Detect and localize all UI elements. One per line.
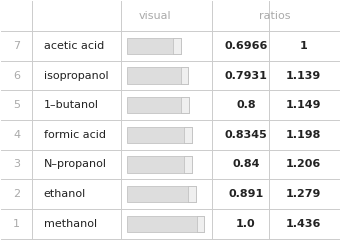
Text: 0.84: 0.84 (232, 159, 260, 169)
Text: visual: visual (138, 11, 171, 21)
FancyBboxPatch shape (184, 127, 192, 143)
FancyBboxPatch shape (181, 67, 188, 84)
FancyBboxPatch shape (127, 186, 196, 202)
Text: 0.8345: 0.8345 (224, 130, 267, 140)
FancyBboxPatch shape (127, 127, 192, 143)
FancyBboxPatch shape (127, 97, 189, 113)
Text: 3: 3 (13, 159, 20, 169)
FancyBboxPatch shape (188, 186, 196, 202)
Text: 1.206: 1.206 (286, 159, 321, 169)
Text: 1.279: 1.279 (286, 189, 321, 199)
Text: 1.0: 1.0 (236, 219, 256, 229)
Text: isopropanol: isopropanol (44, 71, 108, 81)
FancyBboxPatch shape (127, 67, 188, 84)
Text: 4: 4 (13, 130, 20, 140)
Text: ethanol: ethanol (44, 189, 86, 199)
Text: N–propanol: N–propanol (44, 159, 106, 169)
Text: acetic acid: acetic acid (44, 41, 104, 51)
Text: 1.149: 1.149 (286, 100, 321, 110)
Text: 1.139: 1.139 (286, 71, 321, 81)
Text: ratios: ratios (259, 11, 290, 21)
Text: 0.6966: 0.6966 (224, 41, 268, 51)
FancyBboxPatch shape (127, 156, 192, 173)
Text: 1: 1 (13, 219, 20, 229)
Text: formic acid: formic acid (44, 130, 105, 140)
FancyBboxPatch shape (127, 216, 204, 232)
Text: 6: 6 (13, 71, 20, 81)
Text: 1–butanol: 1–butanol (44, 100, 99, 110)
FancyBboxPatch shape (184, 156, 192, 173)
Text: 0.8: 0.8 (236, 100, 256, 110)
FancyBboxPatch shape (127, 38, 181, 54)
FancyBboxPatch shape (181, 97, 189, 113)
Text: 1.198: 1.198 (286, 130, 321, 140)
FancyBboxPatch shape (197, 216, 204, 232)
FancyBboxPatch shape (173, 38, 181, 54)
Text: 7: 7 (13, 41, 20, 51)
Text: 0.7931: 0.7931 (224, 71, 267, 81)
Text: 1.436: 1.436 (286, 219, 321, 229)
Text: 0.891: 0.891 (228, 189, 264, 199)
Text: 1: 1 (299, 41, 307, 51)
Text: 2: 2 (13, 189, 20, 199)
Text: 5: 5 (13, 100, 20, 110)
Text: methanol: methanol (44, 219, 97, 229)
